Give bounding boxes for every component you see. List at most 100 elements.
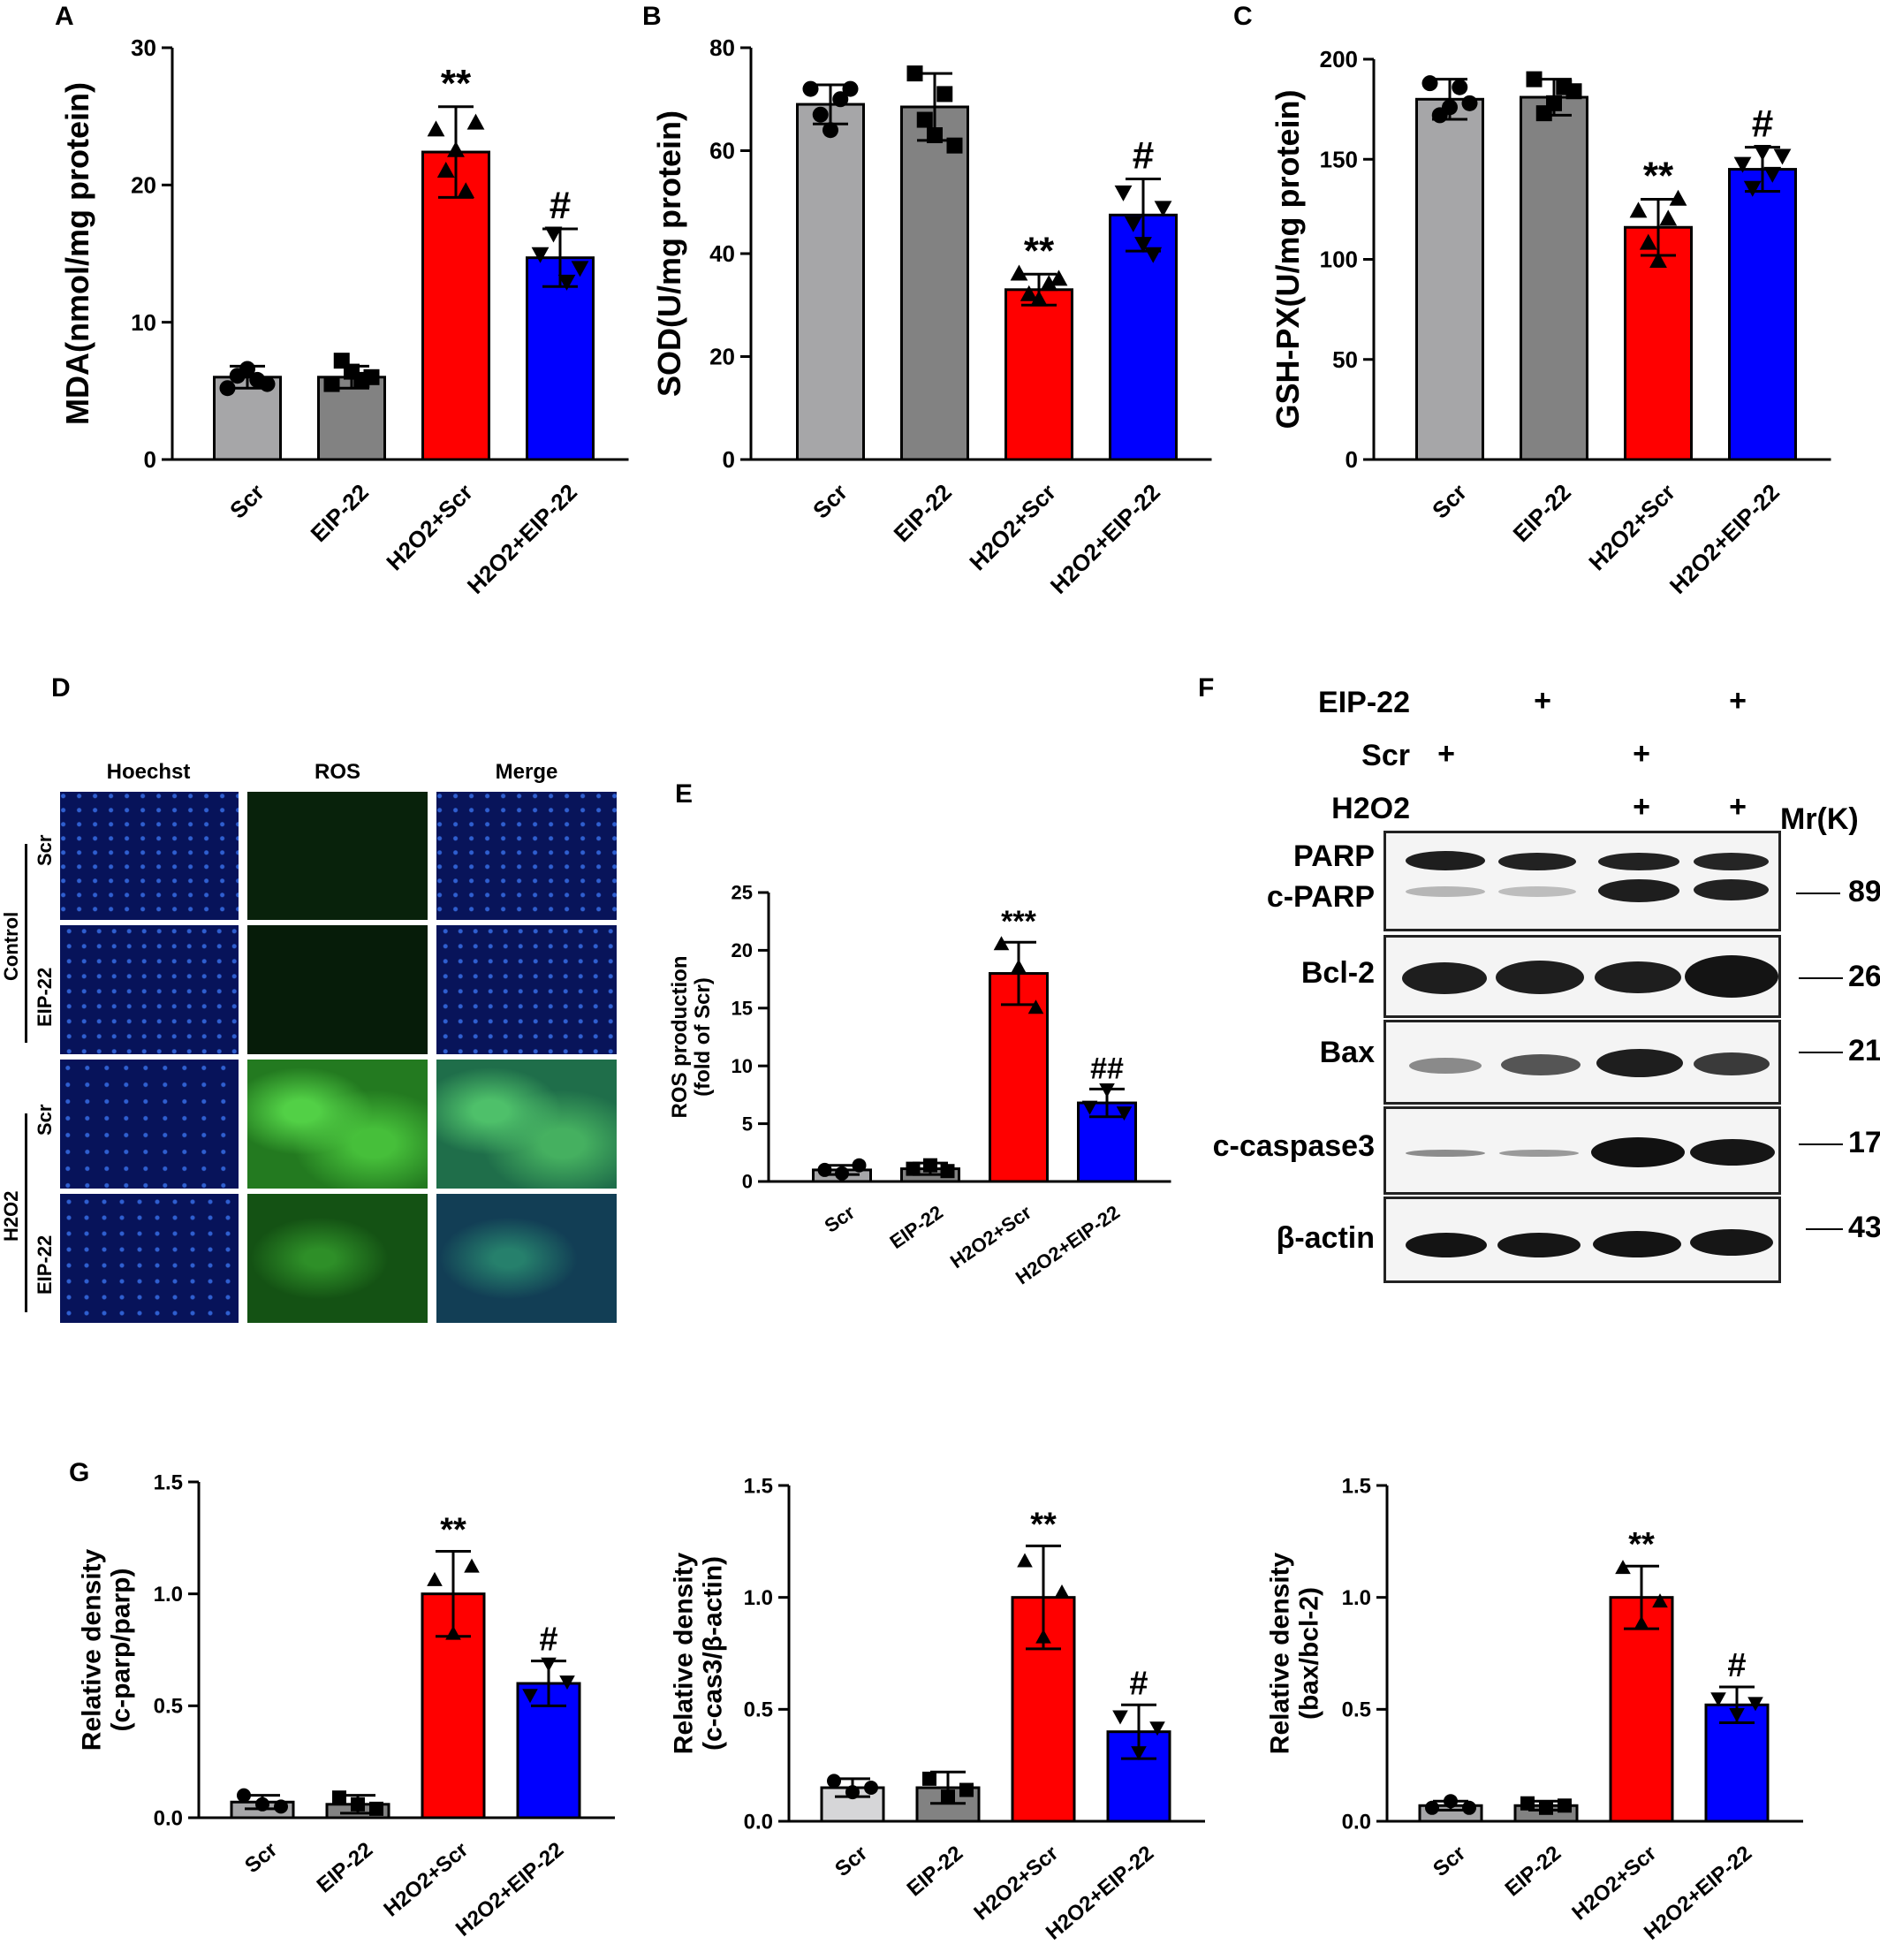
y-axis-label-g1: Relative density(c-parp/parp) xyxy=(78,1548,136,1751)
data-point-g1-0-0 xyxy=(237,1788,251,1803)
y-tick-label-e: 10 xyxy=(732,1055,753,1077)
data-point-g2-0-2 xyxy=(864,1781,878,1795)
y-tick-label-g3: 0.0 xyxy=(1342,1810,1371,1834)
y-tick-label-a: 0 xyxy=(144,446,156,473)
chart-c-parp-ratio: 0.0 0.5 1.0 1.5 Relative density(c-parp/parp… xyxy=(78,1470,615,1941)
image-hoechst-control-eip22 xyxy=(58,923,240,1056)
y-tick-label-e: 15 xyxy=(732,998,753,1020)
data-point-c-2-1 xyxy=(1639,233,1657,250)
y-axis-label-g3: Relative density(bax/bcl-2) xyxy=(1266,1552,1324,1754)
bar-a-3 xyxy=(526,256,595,461)
data-point-a-2-3 xyxy=(457,182,475,199)
y-tick-label-g2: 1.5 xyxy=(744,1474,773,1498)
mw-89: 89 xyxy=(1848,875,1880,908)
y-tick-label-g3: 0.5 xyxy=(1342,1698,1371,1722)
data-point-c-3-0 xyxy=(1733,156,1752,173)
image-ros-control-scr xyxy=(246,790,429,922)
data-point-b-2-1 xyxy=(1020,285,1038,301)
data-point-g3-1-0 xyxy=(1520,1796,1535,1811)
y-tick-label-c: 50 xyxy=(1332,346,1358,373)
plus-h2o2-lane3: + xyxy=(1633,790,1650,824)
y-tick-label-g3: 1.0 xyxy=(1342,1586,1371,1610)
data-point-e-2-2 xyxy=(1027,999,1044,1014)
y-tick-label-e: 0 xyxy=(742,1171,753,1193)
band-cparp-1 xyxy=(1406,886,1485,897)
data-point-g1-2-2 xyxy=(464,1558,480,1573)
data-point-g2-1-0 xyxy=(922,1771,936,1786)
panel-label-e: E xyxy=(675,779,694,809)
group-label-h2o2: H2O2 xyxy=(0,1190,22,1242)
y-tick-label-g3: 1.5 xyxy=(1342,1474,1371,1498)
panel-label-a: A xyxy=(55,2,74,31)
data-point-g1-3-1 xyxy=(541,1657,557,1672)
group-label-control: Control xyxy=(0,911,22,981)
label-bcl2: Bcl-2 xyxy=(1300,956,1375,990)
band-bax-2 xyxy=(1501,1054,1581,1075)
data-point-a-2-4 xyxy=(466,113,485,130)
significance-g1-2: ** xyxy=(440,1512,466,1549)
significance-g1-3: # xyxy=(539,1622,557,1659)
data-point-e-2-0 xyxy=(993,936,1010,951)
fluorescence-figure: Hoechst ROS Merge Scr EIP-22 Scr EIP-22 … xyxy=(0,760,627,1326)
data-point-g3-3-2 xyxy=(1747,1697,1763,1712)
band-ccasp3-1 xyxy=(1406,1150,1485,1157)
label-bax: Bax xyxy=(1319,1036,1375,1069)
bar-b-0 xyxy=(796,103,865,461)
data-point-g2-3-2 xyxy=(1149,1721,1165,1736)
data-point-g1-2-0 xyxy=(427,1571,443,1586)
row-label-h2o2-scr: Scr xyxy=(34,1104,56,1136)
panel-label-f: F xyxy=(1198,673,1215,703)
band-actin-1 xyxy=(1406,1233,1487,1257)
significance-b-2: ** xyxy=(1024,229,1055,272)
band-bax-3 xyxy=(1596,1049,1683,1077)
image-merge-h2o2-eip22 xyxy=(435,1192,618,1325)
y-tick-label-g1: 0.0 xyxy=(154,1806,183,1830)
data-point-a-0-4 xyxy=(259,376,276,392)
mw-tick-21 xyxy=(1799,1052,1843,1053)
label-c-caspase3: c-caspase3 xyxy=(1212,1129,1375,1163)
data-point-g1-0-1 xyxy=(255,1797,269,1812)
significance-b-3: # xyxy=(1133,134,1154,178)
panel-label-c: C xyxy=(1233,2,1253,31)
label-parp: PARP xyxy=(1293,839,1375,873)
x-tick-label-g3-0: Scr xyxy=(1429,1842,1470,1882)
blot-bcl2 xyxy=(1383,935,1781,1018)
bar-c-3 xyxy=(1728,168,1797,461)
data-point-e-1-2 xyxy=(940,1164,955,1179)
mw-tick-89 xyxy=(1796,893,1840,894)
y-tick-label-c: 100 xyxy=(1320,247,1358,273)
significance-e-2: *** xyxy=(1001,905,1036,938)
row-label-control-scr: Scr xyxy=(34,834,56,866)
data-point-g3-1-1 xyxy=(1539,1800,1553,1815)
blot-beta-actin xyxy=(1383,1197,1781,1283)
significance-g3-3: # xyxy=(1727,1647,1746,1684)
data-point-g1-2-1 xyxy=(445,1625,461,1640)
bar-c-0 xyxy=(1415,97,1484,461)
band-bax-4 xyxy=(1694,1052,1770,1075)
y-tick-label-g2: 1.0 xyxy=(744,1586,773,1610)
band-parp-1 xyxy=(1406,851,1485,870)
label-beta-actin: β-actin xyxy=(1276,1221,1375,1255)
data-point-a-0-0 xyxy=(219,380,236,397)
data-point-b-2-4 xyxy=(1050,270,1068,286)
band-bcl2-1 xyxy=(1402,962,1487,994)
mw-tick-17 xyxy=(1799,1143,1843,1145)
mw-tick-43 xyxy=(1806,1228,1843,1230)
condition-label-scr: Scr xyxy=(1361,739,1410,772)
data-point-g3-0-2 xyxy=(1462,1800,1476,1815)
y-tick-label-g1: 0.5 xyxy=(154,1695,183,1719)
data-point-b-2-3 xyxy=(1040,275,1058,292)
data-point-c-0-0 xyxy=(1421,75,1438,92)
y-tick-label-b: 40 xyxy=(709,240,735,267)
x-tick-label-g3-2: H2O2+Scr xyxy=(1567,1842,1661,1926)
data-point-c-3-4 xyxy=(1773,148,1792,165)
panel-label-g: G xyxy=(69,1458,90,1487)
band-cparp-3 xyxy=(1598,879,1679,902)
data-point-g3-3-0 xyxy=(1710,1692,1726,1707)
data-point-g3-1-2 xyxy=(1558,1798,1572,1813)
data-point-c-3-2 xyxy=(1754,144,1771,161)
data-point-e-3-1 xyxy=(1099,1083,1115,1098)
band-actin-2 xyxy=(1497,1233,1581,1257)
data-point-a-2-0 xyxy=(427,120,445,137)
data-point-b-0-3 xyxy=(832,91,849,108)
